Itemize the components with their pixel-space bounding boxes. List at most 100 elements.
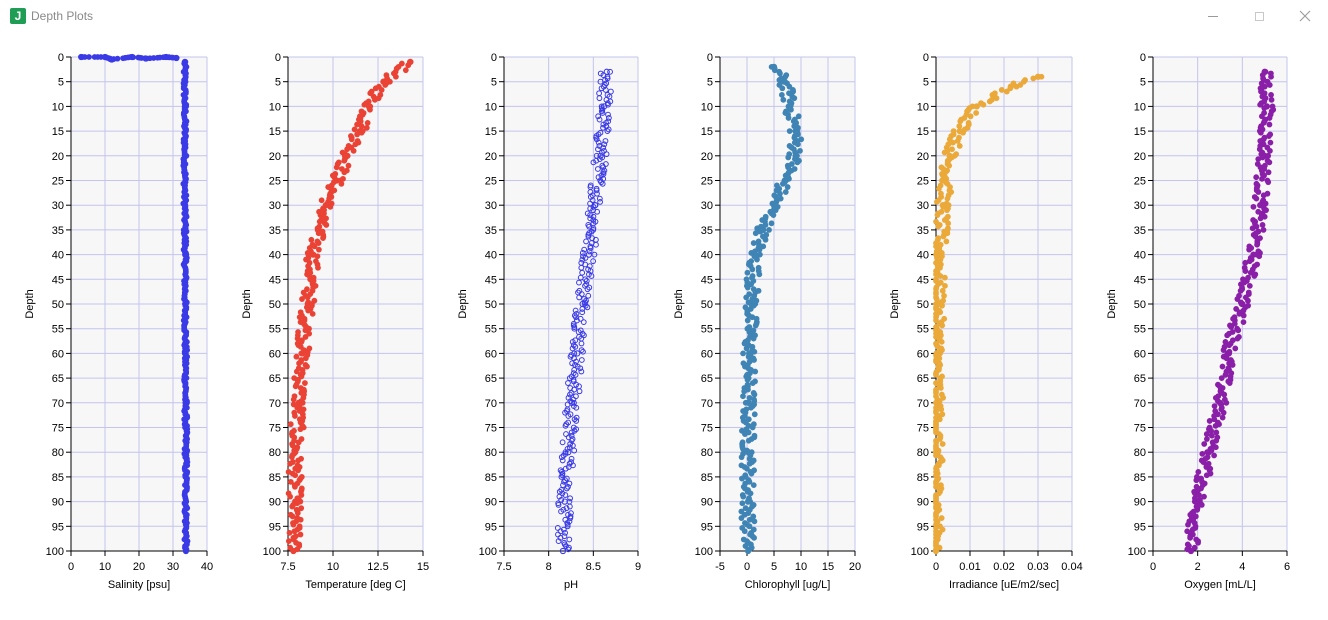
data-point (795, 113, 802, 120)
x-tick-label: 5 (771, 561, 777, 573)
close-button[interactable] (1282, 0, 1328, 32)
data-point (291, 528, 298, 535)
data-point (302, 355, 309, 362)
data-point (1245, 297, 1251, 304)
data-point (780, 96, 787, 103)
data-point (738, 454, 745, 461)
data-point (791, 95, 798, 102)
y-tick-label: 85 (701, 472, 713, 484)
data-point (583, 278, 590, 284)
data-point (567, 353, 574, 360)
y-tick-label: 100 (263, 546, 281, 558)
data-point (570, 342, 577, 349)
data-point (605, 101, 611, 108)
data-point (1203, 436, 1210, 442)
data-point (173, 54, 179, 61)
x-axis-label: Temperature [deg C] (305, 579, 405, 591)
data-point (1226, 380, 1233, 386)
data-point (287, 493, 294, 500)
data-point (304, 363, 310, 370)
y-tick-label: 65 (1134, 373, 1146, 385)
data-point (323, 222, 330, 228)
maximize-icon (1254, 11, 1264, 21)
data-point (287, 478, 294, 485)
depth-chart-2: 0 5 10 15 20 25 30 35 40 45 50 55 60 65 70 75 80 85 90 95 10… (457, 52, 641, 591)
y-tick-label: 65 (917, 373, 929, 385)
series-0 (1184, 68, 1277, 555)
data-point (1251, 273, 1258, 279)
data-point (352, 141, 359, 148)
data-point (748, 404, 754, 411)
data-point (1218, 375, 1225, 382)
data-point (740, 350, 746, 357)
data-point (587, 212, 594, 218)
y-tick-label: 90 (52, 497, 64, 509)
y-tick-label: 95 (52, 521, 64, 533)
y-tick-label: 0 (275, 52, 281, 64)
data-point (744, 465, 750, 472)
data-point (748, 470, 755, 477)
y-tick-label: 65 (52, 373, 64, 385)
data-point (588, 273, 595, 279)
minimize-button[interactable] (1190, 0, 1236, 32)
data-point (586, 284, 593, 291)
data-point (751, 411, 758, 418)
data-point (749, 380, 756, 386)
y-tick-label: 5 (923, 77, 929, 89)
data-point (1242, 268, 1249, 274)
data-point (554, 525, 561, 531)
data-point (747, 490, 754, 497)
data-point (358, 123, 365, 130)
data-point (1208, 432, 1215, 439)
data-point (290, 396, 297, 403)
data-point (746, 523, 753, 530)
y-tick-label: 65 (701, 373, 713, 385)
data-point (956, 143, 963, 149)
data-point (378, 87, 385, 93)
x-axis-label: Salinity [psu] (108, 579, 170, 591)
data-point (566, 503, 573, 510)
maximize-button[interactable] (1236, 0, 1282, 32)
data-point (1220, 347, 1227, 354)
x-tick-label: 10 (795, 561, 807, 573)
data-point (938, 338, 945, 345)
y-tick-label: 55 (917, 324, 929, 336)
data-point (292, 483, 298, 490)
data-point (743, 294, 750, 301)
data-point (367, 90, 374, 97)
data-point (933, 317, 939, 324)
data-point (314, 253, 321, 260)
data-point (306, 330, 313, 337)
data-point (573, 418, 580, 424)
data-point (593, 157, 600, 164)
x-tick-label: 7.5 (280, 561, 295, 573)
data-point (794, 141, 801, 148)
data-point (590, 203, 597, 210)
data-point (392, 73, 399, 80)
y-tick-label: 10 (269, 101, 281, 113)
data-point (568, 455, 575, 462)
y-axis-label: Depth (457, 289, 469, 318)
data-point (597, 78, 604, 85)
y-tick-label: 30 (485, 200, 497, 212)
data-point (1266, 82, 1273, 88)
data-point (967, 113, 974, 120)
data-point (579, 250, 586, 256)
y-tick-label: 0 (923, 52, 929, 64)
data-point (299, 296, 305, 302)
data-point (934, 212, 941, 218)
y-tick-label: 80 (917, 447, 929, 459)
y-tick-label: 30 (1134, 200, 1146, 212)
data-point (1232, 345, 1239, 352)
data-point (590, 258, 597, 265)
data-point (1204, 449, 1211, 456)
data-point (350, 147, 357, 154)
data-point (573, 381, 580, 388)
data-point (786, 128, 793, 135)
series-0 (932, 73, 1045, 555)
y-tick-label: 20 (269, 151, 281, 163)
data-point (1185, 521, 1191, 528)
data-point (1249, 225, 1256, 232)
data-point (573, 426, 580, 433)
